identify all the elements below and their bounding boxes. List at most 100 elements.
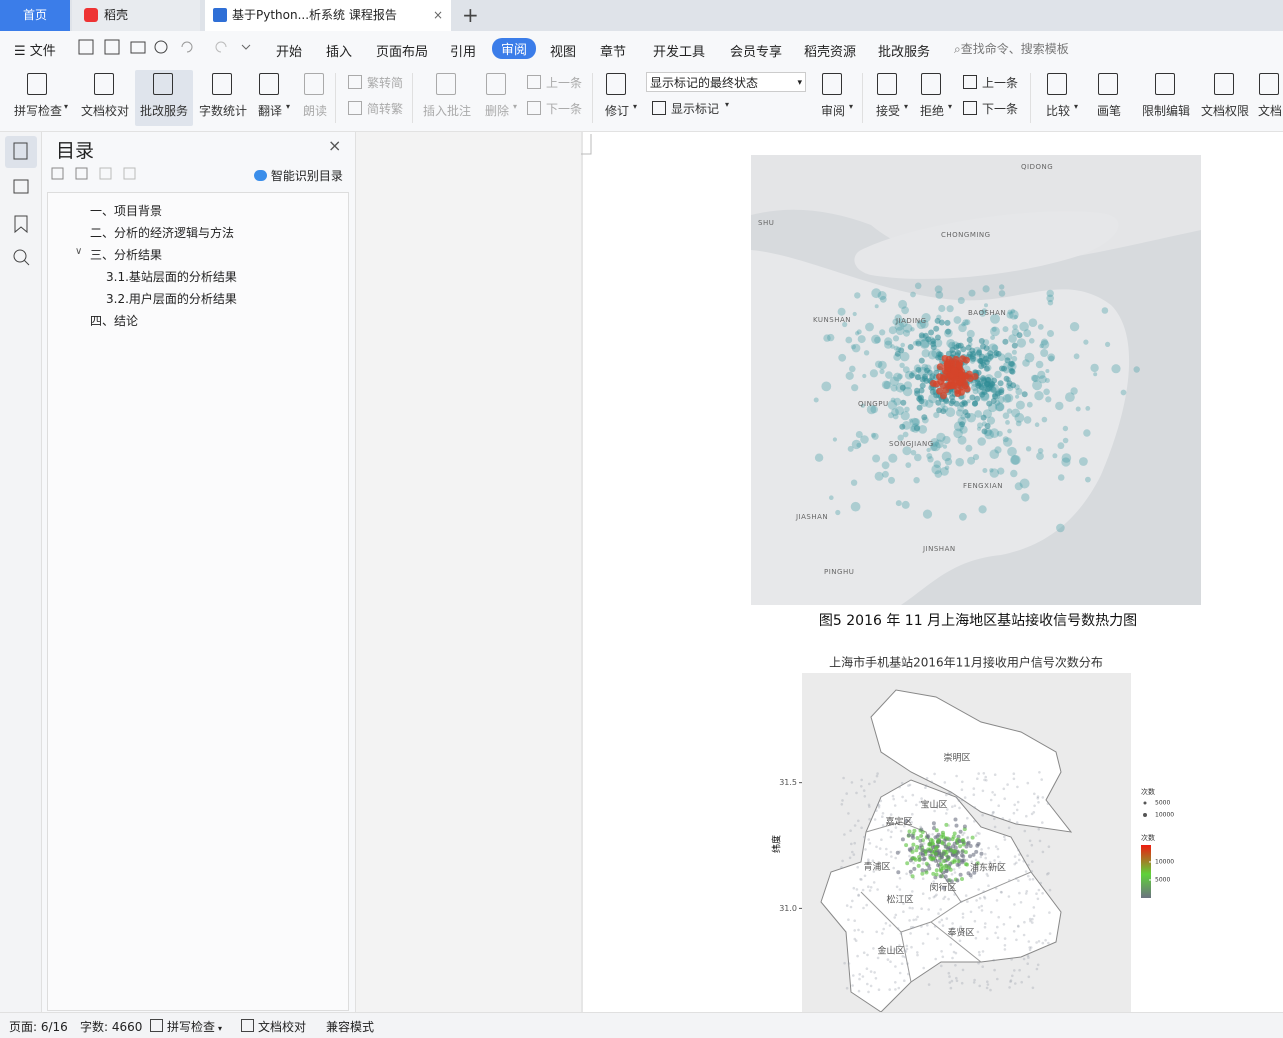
heat-dot xyxy=(902,446,912,456)
ribbon-button[interactable]: 限制编辑 xyxy=(1134,71,1198,127)
heat-dot xyxy=(879,368,885,375)
chart-point xyxy=(975,866,978,869)
chart-point xyxy=(1020,980,1023,984)
chart-point xyxy=(1046,872,1049,876)
chart-point xyxy=(972,981,976,984)
menu-item[interactable]: 开发工具 xyxy=(653,45,706,60)
chart-point xyxy=(857,893,860,897)
track-state-dropdown[interactable]: 显示标记的最终状态 ▾ xyxy=(646,72,806,92)
chart-point xyxy=(873,780,876,783)
chart-point xyxy=(961,833,964,837)
button-icon xyxy=(1098,73,1118,95)
menu-item[interactable]: 视图 xyxy=(550,45,577,60)
dropdown-caret: ▾ xyxy=(286,102,291,111)
ribbon-button[interactable]: 插入批注 xyxy=(415,71,479,127)
undo-icon[interactable] xyxy=(181,41,193,53)
mainland xyxy=(751,250,1130,605)
toc-item[interactable]: 二、分析的经济逻辑与方法 xyxy=(90,226,235,240)
status-item[interactable]: 文档校对 xyxy=(241,1018,306,1035)
nav-toc[interactable] xyxy=(5,136,37,168)
chart-point xyxy=(946,842,951,847)
chart-point xyxy=(984,856,987,860)
menu-item[interactable]: 页面布局 xyxy=(376,45,429,60)
tab-close[interactable]: × xyxy=(433,8,444,22)
tab-home[interactable]: 首页 xyxy=(0,0,70,31)
heat-dot xyxy=(1012,324,1018,330)
collapse-all[interactable] xyxy=(51,167,64,180)
toc-item[interactable]: 四、结论 xyxy=(90,314,139,328)
chart-point xyxy=(972,870,977,875)
save-icon[interactable] xyxy=(78,39,94,55)
chart-point xyxy=(1024,892,1028,895)
search-box[interactable]: ⌕查找命令、搜索模板 xyxy=(954,40,1069,57)
ribbon-button[interactable]: 拒绝 ▾ xyxy=(900,71,964,127)
print-icon[interactable] xyxy=(130,41,146,54)
redo-icon[interactable] xyxy=(215,41,227,53)
chapter-icon[interactable] xyxy=(13,179,29,194)
ribbon-button[interactable]: 朗读 xyxy=(283,71,347,127)
heat-dot xyxy=(892,335,900,342)
toc-icon[interactable] xyxy=(13,142,28,160)
search-icon[interactable] xyxy=(13,249,27,263)
heat-dot xyxy=(1003,375,1010,382)
menu-item[interactable]: 开始 xyxy=(276,45,303,60)
heat-dot xyxy=(894,314,902,322)
bookmark-icon[interactable] xyxy=(14,215,28,234)
more-icon[interactable] xyxy=(241,44,251,50)
file-menu[interactable]: ☰ 文件 xyxy=(14,40,56,59)
tab-icon xyxy=(84,8,98,22)
toc-close[interactable]: × xyxy=(328,136,342,155)
ribbon-button[interactable]: 翻译 ▾ xyxy=(238,71,302,127)
chart-point xyxy=(950,979,954,983)
smart-toc[interactable]: 智能识别目录 xyxy=(254,167,343,184)
tab-document[interactable]: 基于Python...析系统 课程报告 × xyxy=(205,0,451,31)
menu-item[interactable]: 插入 xyxy=(326,45,353,60)
tab-daoke[interactable]: 稻壳 xyxy=(72,0,200,31)
ribbon-button[interactable]: 删除 ▾ xyxy=(465,71,529,127)
promote[interactable] xyxy=(99,167,112,180)
button-label: 插入批注 xyxy=(422,104,471,118)
ribbon-button[interactable]: 画笔 xyxy=(1077,71,1141,127)
toc-item[interactable]: 三、分析结果 xyxy=(90,248,163,262)
ribbon-button[interactable]: 批改服务 xyxy=(132,71,196,127)
preview-icon[interactable] xyxy=(154,40,168,54)
expand-all[interactable] xyxy=(75,167,88,180)
menu-item[interactable]: 会员专享 xyxy=(730,45,783,60)
toc-expander[interactable]: ∨ xyxy=(75,246,83,257)
heat-dot xyxy=(879,329,886,336)
heat-dot xyxy=(989,449,1000,460)
button-label: 批改服务 xyxy=(139,104,188,118)
ribbon-button[interactable]: 拼写检查 ▾ xyxy=(6,71,70,127)
heat-dot xyxy=(915,374,921,381)
ribbon-button[interactable]: 修订 ▾ xyxy=(585,71,649,127)
ribbon-button[interactable]: 文档权限 xyxy=(1193,71,1257,127)
chart-point xyxy=(873,818,877,821)
ribbon-button[interactable]: 文档 xyxy=(1238,71,1283,127)
ribbon-button[interactable]: 接受 ▾ xyxy=(856,71,920,127)
new-tab[interactable]: + xyxy=(462,3,479,27)
ribbon-button[interactable]: 字数统计 xyxy=(191,71,255,127)
chart-point xyxy=(983,895,986,899)
heat-dot xyxy=(1075,406,1081,412)
chart-point xyxy=(910,925,913,929)
toc-item[interactable]: 3.1.基站层面的分析结果 xyxy=(106,270,237,284)
ribbon-button[interactable]: 文档校对 xyxy=(73,71,137,127)
menu-item[interactable]: 批改服务 xyxy=(878,45,931,60)
chart-point xyxy=(849,829,852,832)
menu-item[interactable]: 章节 xyxy=(600,45,627,60)
chart-point xyxy=(851,984,854,987)
toc-item[interactable]: 3.2.用户层面的分析结果 xyxy=(106,292,237,306)
toc-item[interactable]: 一、项目背景 xyxy=(90,204,163,218)
ribbon-button[interactable]: 比较 ▾ xyxy=(1026,71,1090,127)
chart-point xyxy=(854,939,858,942)
export-icon[interactable] xyxy=(104,39,120,55)
button-icon xyxy=(259,73,279,95)
menu-item[interactable]: 稻壳资源 xyxy=(804,45,857,60)
menu-item[interactable]: 审阅 xyxy=(492,38,537,59)
demote[interactable] xyxy=(123,167,136,180)
ribbon-button[interactable]: 审阅 ▾ xyxy=(801,71,865,127)
chart-point xyxy=(958,866,961,869)
status-item[interactable]: 拼写检查 ▾ xyxy=(150,1018,222,1035)
menu-item[interactable]: 引用 xyxy=(450,45,477,60)
